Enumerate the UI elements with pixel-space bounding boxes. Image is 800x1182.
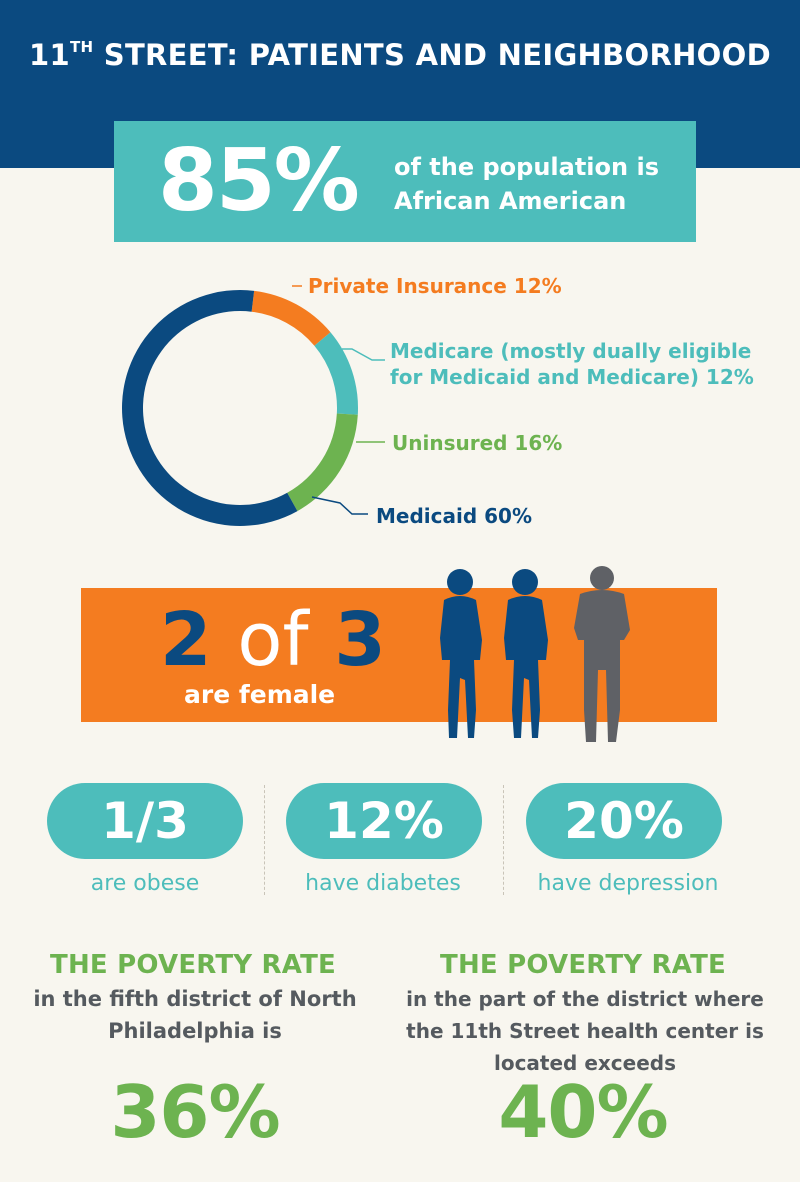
diabetes-pill: 12%	[286, 783, 482, 859]
female-text: are female	[184, 680, 336, 709]
donut-slice-medicare	[314, 332, 358, 415]
insurance-donut-chart	[122, 290, 358, 526]
legend-medicare: Medicare (mostly dually eligible for Medi…	[390, 338, 790, 390]
obese-pill: 1/3	[47, 783, 243, 859]
female-ratio: 2 of 3	[160, 597, 386, 683]
diabetes-label: have diabetes	[305, 871, 461, 896]
legend-uninsured: Uninsured 16%	[392, 431, 563, 455]
man-icon	[574, 566, 630, 742]
legend-private-insurance: Private Insurance 12%	[308, 274, 562, 298]
depression-label: have depression	[537, 871, 719, 896]
woman-icon-2	[504, 569, 548, 738]
population-value: 85%	[158, 131, 360, 231]
stat-divider	[503, 785, 504, 895]
population-box	[114, 121, 696, 242]
poverty-text-area: in the part of the district where the 11…	[406, 987, 764, 1075]
donut-slice-uninsured	[287, 413, 358, 512]
poverty-title-district: THE POVERTY RATE	[50, 950, 336, 980]
depression-pill: 20%	[526, 783, 722, 859]
people-silhouettes	[440, 566, 630, 742]
population-text: of the population is African American	[394, 153, 659, 215]
legend-medicaid: Medicaid 60%	[376, 504, 532, 528]
woman-icon-1	[440, 569, 482, 738]
obese-label: are obese	[90, 871, 200, 896]
poverty-title-area: THE POVERTY RATE	[440, 950, 726, 980]
poverty-value-area: 40%	[498, 1070, 668, 1154]
stat-divider	[264, 785, 265, 895]
donut-slice-medicaid	[122, 290, 298, 526]
donut-slice-private-insurance	[251, 290, 331, 346]
poverty-value-district: 36%	[110, 1070, 280, 1154]
poverty-text-district: in the fifth district of North Philadelp…	[33, 987, 357, 1043]
page-title: 11TH STREET: PATIENTS AND NEIGHBORHOOD	[29, 38, 771, 72]
legend-medicare-line-2: for Medicaid and Medicare) 12%	[390, 365, 754, 389]
legend-medicare-line-1: Medicare (mostly dually eligible	[390, 339, 752, 363]
